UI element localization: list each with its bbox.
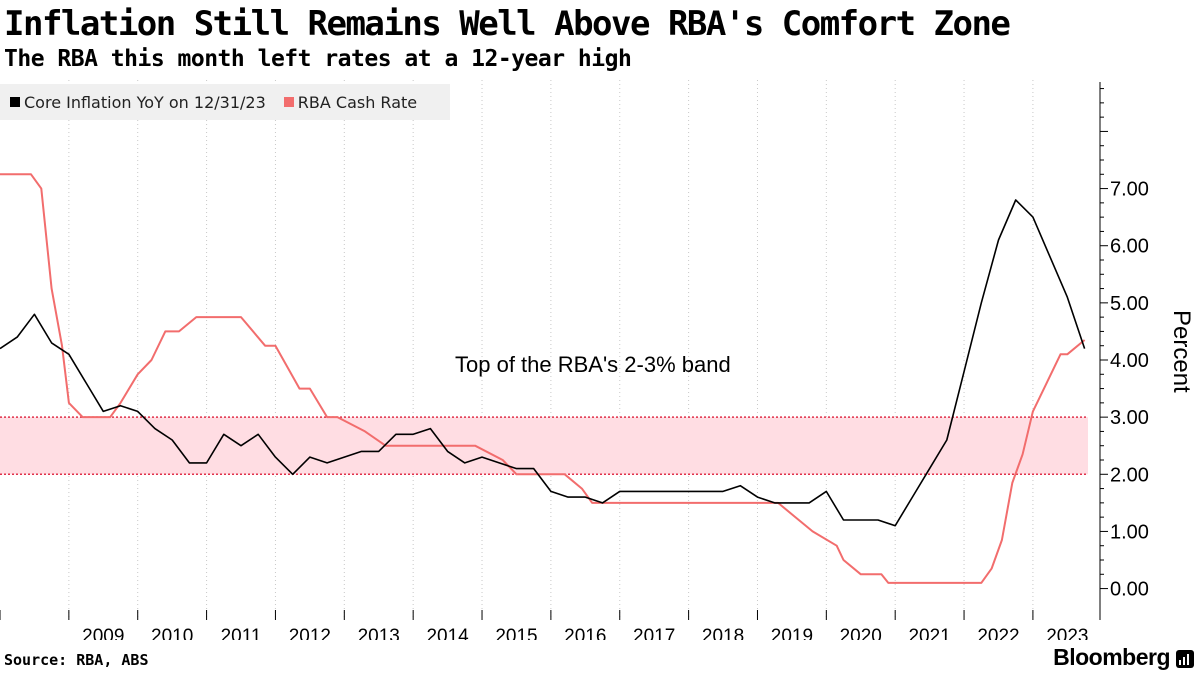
- x-tick-label-2017: 2017: [633, 626, 675, 640]
- legend-label-cash-rate: RBA Cash Rate: [297, 92, 418, 112]
- x-tick-label-2015: 2015: [495, 626, 537, 640]
- x-tick-label-2010: 2010: [151, 626, 193, 640]
- bloomberg-terminal-icon: [1176, 650, 1194, 668]
- y-axis: 0.00 1.00 2.00 3.00 4.00 5.00 6.00 7.00: [1099, 82, 1149, 620]
- legend: Core Inflation YoY on 12/31/23 RBA Cash …: [0, 84, 450, 120]
- x-tick-label-2014: 2014: [426, 626, 469, 640]
- y-tick-label: 4.00: [1110, 350, 1149, 372]
- series-line-cash-rate: [0, 173, 1086, 584]
- chart-subtitle: The RBA this month left rates at a 12-ye…: [4, 46, 632, 72]
- y-tick-label: 7.00: [1110, 179, 1149, 201]
- x-tick-label-2012: 2012: [289, 626, 331, 640]
- target-band: [0, 416, 1088, 476]
- x-tick-label-2021: 2021: [908, 626, 950, 640]
- brand-logo-text: Bloomberg: [1053, 644, 1170, 670]
- gridlines: [68, 80, 1034, 620]
- y-tick-label: 6.00: [1110, 236, 1149, 258]
- legend-label-inflation: Core Inflation YoY on 12/31/23: [24, 92, 266, 112]
- series-group: [0, 173, 1086, 584]
- chart-plot: 0.00 1.00 2.00 3.00 4.00 5.00 6.00 7.00 2009 201…: [0, 80, 1195, 640]
- x-tick-label-2011: 2011: [221, 626, 262, 640]
- band-fill: [0, 417, 1088, 475]
- chart-title: Inflation Still Remains Well Above RBA's…: [4, 4, 1011, 44]
- y-axis-label: Percent: [1168, 310, 1195, 393]
- x-tick-label-2013: 2013: [358, 626, 400, 640]
- y-tick-label: 2.00: [1110, 464, 1149, 486]
- x-tick-label-2022: 2022: [977, 626, 1019, 640]
- x-tick-label-2018: 2018: [702, 626, 744, 640]
- x-tick-label-2019: 2019: [771, 626, 813, 640]
- band-annotation: Top of the RBA's 2-3% band: [455, 352, 731, 377]
- legend-swatch-cash-rate: [283, 97, 294, 107]
- y-tick-label: 1.00: [1110, 521, 1149, 543]
- x-tick-label-2016: 2016: [564, 626, 606, 640]
- x-tick-label-2023: 2023: [1046, 626, 1088, 640]
- y-tick-label: 0.00: [1110, 579, 1149, 601]
- legend-item-inflation: Core Inflation YoY on 12/31/23: [10, 93, 266, 112]
- y-tick-label: 5.00: [1110, 293, 1149, 315]
- x-axis: 2009 2010 2011 2012 2013 2014 2015 2016 2017 2018…: [0, 610, 1088, 640]
- legend-swatch-inflation: [10, 97, 20, 107]
- legend-item-cash-rate: RBA Cash Rate: [283, 92, 418, 112]
- source-note: Source: RBA, ABS: [4, 651, 149, 669]
- y-tick-label: 3.00: [1110, 407, 1149, 429]
- x-tick-label-2020: 2020: [840, 626, 882, 640]
- series-line-core-inflation: [0, 199, 1086, 527]
- x-tick-label-2009: 2009: [82, 626, 124, 640]
